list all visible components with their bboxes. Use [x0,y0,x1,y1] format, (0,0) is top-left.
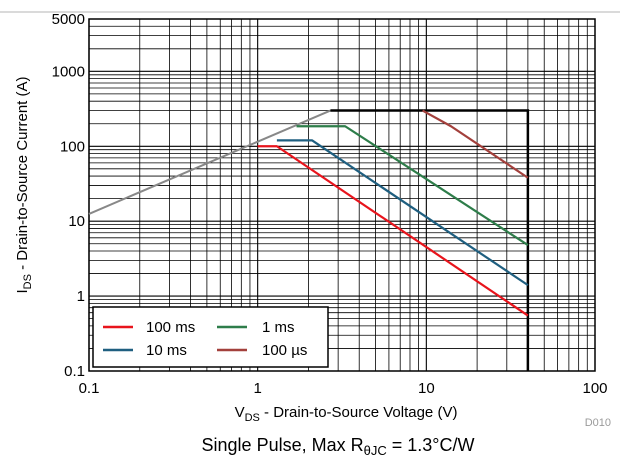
series-line-1ms [296,125,529,246]
series-line-10ms [276,139,529,287]
x-tick-label: 100 [582,380,607,397]
y-axis-title: IDS - Drain-to-Source Current (A) [14,76,34,293]
legend-label-10ms: 10 ms [146,342,187,359]
legend: 100 ms 1 ms 10 ms 100 µs [92,306,329,368]
series-line-100ms [257,145,529,317]
series-lines [257,109,529,317]
figure-tag: D010 [585,417,611,429]
legend-label-100ms: 100 ms [146,319,195,336]
y-tick-label: 1 [77,288,85,305]
legend-label-100us: 100 µs [262,342,307,359]
rds-on-limit-line [88,109,331,215]
x-tick-label: 0.1 [79,380,100,397]
y-tick-label: 5000 [52,11,85,28]
y-tick-label: 1000 [52,63,85,80]
y-tick-label: 100 [60,138,85,155]
legend-label-1ms: 1 ms [262,319,295,336]
x-tick-label: 10 [418,380,435,397]
y-tick-label: 0.1 [64,363,85,380]
y-tick-labels: 0.1 1 10 100 1000 5000 [52,11,85,380]
y-tick-label: 10 [68,213,85,230]
legend-box [92,306,329,368]
figure-caption: Single Pulse, Max RθJC = 1.3°C/W [202,435,475,458]
plot-frame [88,18,596,372]
x-axis-title: VDS - Drain-to-Source Voltage (V) [235,404,458,424]
x-tick-label: 1 [253,380,261,397]
series-line-100us [422,109,529,179]
x-tick-labels: 0.1 1 10 100 [79,380,608,397]
